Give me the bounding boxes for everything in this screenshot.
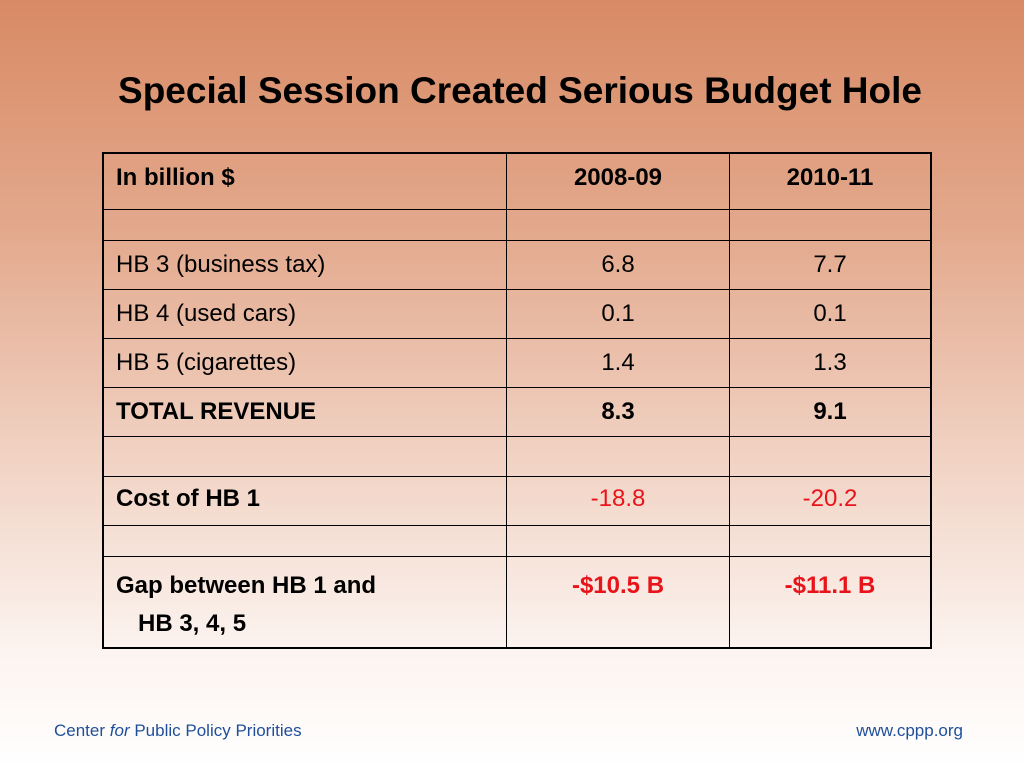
- footer-org-suffix: Public Policy Priorities: [134, 721, 302, 740]
- cost-value-2010-11: -20.2: [729, 475, 932, 526]
- row-value-2010-11: 1.3: [729, 337, 932, 388]
- header-col-2010-11: 2010-11: [729, 152, 932, 210]
- row-value-2008-09: 0.1: [506, 288, 730, 339]
- header-col-2008-09: 2008-09: [506, 152, 730, 210]
- row-value-2010-11: 0.1: [729, 288, 932, 339]
- cost-row: Cost of HB 1 -18.8 -20.2: [102, 475, 932, 526]
- gap-row: Gap between HB 1 and HB 3, 4, 5 -$10.5 B…: [102, 555, 932, 649]
- row-value-2008-09: 6.8: [506, 239, 730, 290]
- table-spacer-row: [102, 208, 932, 241]
- gap-value-2008-09: -$10.5 B: [506, 555, 730, 649]
- gap-value-2010-11: -$11.1 B: [729, 555, 932, 649]
- total-value-2010-11: 9.1: [729, 386, 932, 437]
- total-label: TOTAL REVENUE: [102, 386, 507, 437]
- table-spacer-row: [102, 524, 932, 557]
- row-label: HB 5 (cigarettes): [102, 337, 507, 388]
- table-row: HB 5 (cigarettes) 1.4 1.3: [102, 337, 932, 388]
- header-label: In billion $: [102, 152, 507, 210]
- total-revenue-row: TOTAL REVENUE 8.3 9.1: [102, 386, 932, 437]
- row-label: HB 4 (used cars): [102, 288, 507, 339]
- cost-value-2008-09: -18.8: [506, 475, 730, 526]
- gap-label: Gap between HB 1 and HB 3, 4, 5: [102, 555, 507, 649]
- table-row: HB 4 (used cars) 0.1 0.1: [102, 288, 932, 339]
- table-header-row: In billion $ 2008-09 2010-11: [102, 152, 932, 210]
- row-label: HB 3 (business tax): [102, 239, 507, 290]
- footer-url: www.cppp.org: [856, 721, 963, 740]
- total-value-2008-09: 8.3: [506, 386, 730, 437]
- table-spacer-row: [102, 435, 932, 477]
- footer-org-prefix: Center: [54, 721, 106, 740]
- row-value-2008-09: 1.4: [506, 337, 730, 388]
- budget-table: In billion $ 2008-09 2010-11 HB 3 (busin…: [102, 152, 932, 649]
- table-row: HB 3 (business tax) 6.8 7.7: [102, 239, 932, 290]
- footer-organization: Center for Public Policy Priorities: [54, 721, 302, 741]
- gap-label-line1: Gap between HB 1 and: [116, 571, 377, 599]
- cost-label: Cost of HB 1: [102, 475, 507, 526]
- row-value-2010-11: 7.7: [729, 239, 932, 290]
- gap-label-line2: HB 3, 4, 5: [138, 609, 247, 637]
- footer-org-italic: for: [109, 721, 130, 740]
- slide-title: Special Session Created Serious Budget H…: [118, 70, 922, 111]
